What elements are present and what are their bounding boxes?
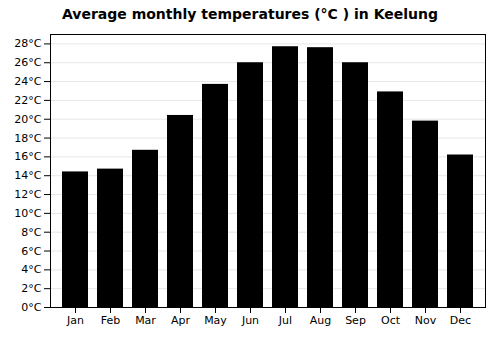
svg-text:6°C: 6°C — [21, 245, 41, 258]
svg-text:Apr: Apr — [171, 314, 191, 327]
svg-text:26°C: 26°C — [14, 56, 41, 69]
svg-text:18°C: 18°C — [14, 132, 41, 145]
svg-text:Mar: Mar — [135, 314, 156, 327]
svg-text:12°C: 12°C — [14, 188, 41, 201]
svg-text:24°C: 24°C — [14, 75, 41, 88]
svg-text:16°C: 16°C — [14, 150, 41, 163]
svg-text:22°C: 22°C — [14, 94, 41, 107]
svg-text:0°C: 0°C — [21, 301, 41, 314]
svg-text:10°C: 10°C — [14, 207, 41, 220]
html-text:Average monthly temperatures (: Average monthly temperatures (°C ) in Ke… — [62, 6, 438, 22]
svg-text:Aug: Aug — [310, 314, 331, 327]
svg-text:28°C: 28°C — [14, 37, 41, 50]
svg-text:4°C: 4°C — [21, 263, 41, 276]
svg-text:Nov: Nov — [415, 314, 437, 327]
svg-text:Oct: Oct — [381, 314, 401, 327]
svg-text:14°C: 14°C — [14, 169, 41, 182]
svg-text:Jul: Jul — [278, 314, 292, 327]
svg-text:20°C: 20°C — [14, 113, 41, 126]
svg-text:Jan: Jan — [66, 314, 84, 327]
svg-text:Feb: Feb — [101, 314, 120, 327]
svg-text:May: May — [204, 314, 227, 327]
svg-text:Dec: Dec — [450, 314, 471, 327]
svg-text:Jun: Jun — [241, 314, 259, 327]
svg-text:8°C: 8°C — [21, 226, 41, 239]
svg-text:2°C: 2°C — [21, 282, 41, 295]
svg-text:Sep: Sep — [345, 314, 366, 327]
